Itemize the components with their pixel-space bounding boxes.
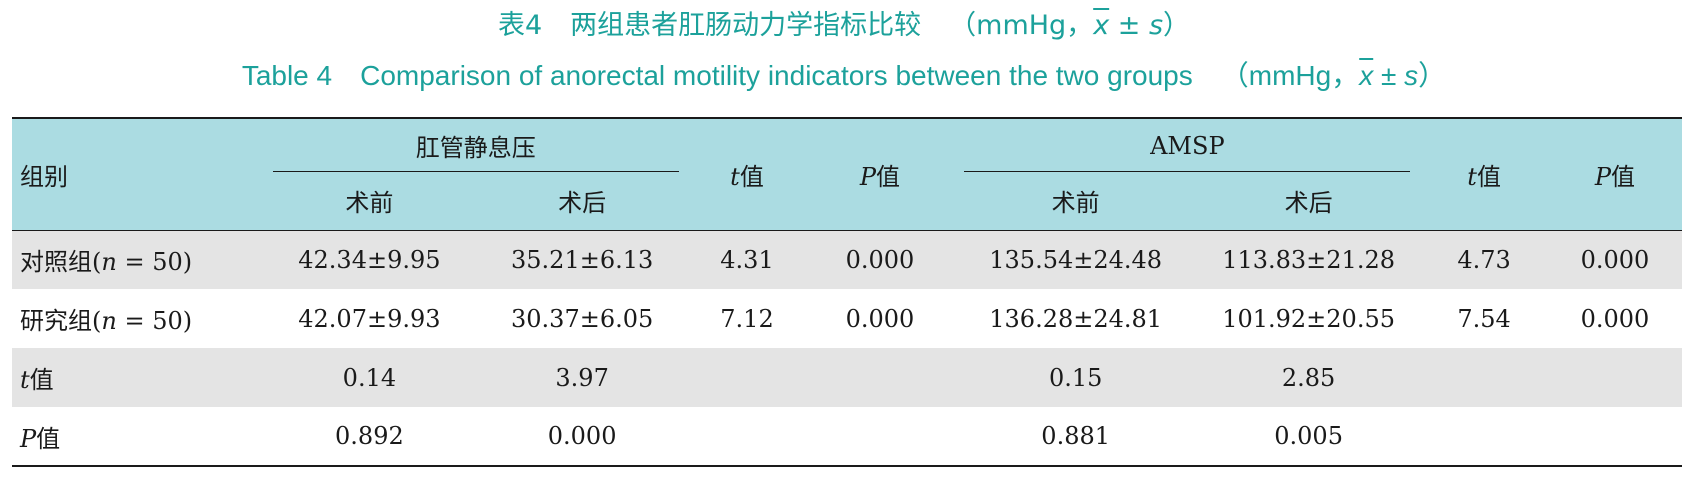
- cell-resting-before: 0.892: [335, 422, 404, 450]
- row-label: t值: [12, 348, 263, 407]
- table-row-t-value: t值 0.14 3.97 0.15 2.85: [12, 348, 1682, 407]
- cell-amsp-before: 0.881: [1041, 422, 1111, 450]
- cell-resting-before: 42.07±9.93: [298, 304, 441, 333]
- title-cn-mean-symbol: x: [1093, 10, 1110, 41]
- cell-amsp-after: 2.85: [1281, 363, 1336, 392]
- header-group: 组别: [20, 162, 68, 191]
- cell-t-value-1: 7.12: [720, 304, 774, 333]
- t-symbol: t: [730, 162, 740, 191]
- header-amsp-label: AMSP: [1150, 131, 1225, 160]
- cell-p-value-1: 0.000: [845, 245, 915, 274]
- table-title-chinese: 表4 两组患者肛肠动力学指标比较 （mmHg，x ± s）: [0, 6, 1688, 46]
- title-en-unit-open: （mmHg，: [1220, 60, 1360, 91]
- row-label-suffix: = 50): [116, 248, 193, 277]
- header-underline: [964, 171, 1411, 172]
- value-suffix: 值: [29, 366, 54, 394]
- empty-cell: [1548, 348, 1682, 407]
- comparison-table-container: 组别 肛管静息压 t值 P值 AMSP t值 P值 术前 术后 术前 术后 对照…: [12, 117, 1682, 467]
- empty-cell: [1420, 348, 1548, 407]
- row-label-suffix: = 50): [116, 307, 193, 335]
- cell-amsp-before: 136.28±24.81: [989, 304, 1163, 333]
- table-title-english: Table 4 Comparison of anorectal motility …: [0, 56, 1688, 96]
- header-anal-resting-pressure-label: 肛管静息压: [415, 134, 536, 162]
- cell-amsp-after: 0.005: [1274, 422, 1343, 450]
- value-suffix: 值: [1476, 162, 1501, 191]
- t-symbol: t: [20, 366, 30, 394]
- p-symbol: P: [859, 162, 877, 191]
- header-amsp: AMSP: [954, 118, 1420, 172]
- title-en-text: Comparison of anorectal motility indicat…: [360, 60, 1193, 91]
- title-en-unit-close: ）: [1418, 60, 1447, 91]
- header-underline: [273, 171, 679, 172]
- header-before-surgery-1: 术前: [345, 189, 394, 218]
- title-en-pm: ±: [1373, 60, 1405, 91]
- empty-cell: [689, 407, 806, 466]
- comparison-table: 组别 肛管静息压 t值 P值 AMSP t值 P值 术前 术后 术前 术后 对照…: [12, 117, 1682, 467]
- cell-p-value-2: 0.000: [1580, 304, 1650, 333]
- table-row-study-group: 研究组(n = 50) 42.07±9.93 30.37±6.05 7.12 0…: [12, 289, 1682, 348]
- title-cn-pm: ±: [1109, 10, 1149, 41]
- cell-p-value-1: 0.000: [845, 304, 915, 333]
- p-symbol: P: [20, 424, 37, 453]
- empty-cell: [1548, 407, 1682, 466]
- p-symbol: P: [1594, 162, 1612, 191]
- empty-cell: [1420, 407, 1548, 466]
- title-cn-sd-symbol: s: [1148, 10, 1164, 41]
- cell-resting-before: 0.14: [342, 363, 397, 392]
- title-en-label: Table 4: [241, 60, 333, 91]
- cell-t-value-1: 4.31: [720, 245, 774, 274]
- header-after-surgery-1: 术后: [558, 189, 607, 218]
- cell-resting-after: 35.21±6.13: [511, 245, 654, 274]
- n-symbol: n: [101, 307, 117, 335]
- header-p-value-1: P值: [806, 118, 955, 230]
- table-header: 组别 肛管静息压 t值 P值 AMSP t值 P值 术前 术后 术前 术后: [12, 118, 1682, 230]
- cell-resting-after: 30.37±6.05: [511, 304, 654, 333]
- cell-amsp-after: 101.92±20.55: [1222, 304, 1395, 333]
- row-label: 对照组(n = 50): [12, 230, 263, 289]
- row-label-prefix: 对照组(: [20, 248, 102, 277]
- cell-resting-before: 42.34±9.95: [298, 245, 441, 274]
- row-label-prefix: 研究组(: [20, 307, 102, 335]
- header-row-1: 组别 肛管静息压 t值 P值 AMSP t值 P值: [12, 118, 1682, 191]
- header-before-surgery-2: 术前: [1051, 189, 1100, 218]
- header-p-value-2: P值: [1548, 118, 1682, 230]
- t-symbol: t: [1467, 162, 1477, 191]
- empty-cell: [806, 348, 955, 407]
- cell-amsp-before: 135.54±24.48: [989, 245, 1163, 274]
- value-suffix: 值: [876, 162, 901, 191]
- title-en-mean-symbol: x: [1359, 60, 1374, 91]
- table-body: 对照组(n = 50) 42.34±9.95 35.21±6.13 4.31 0…: [12, 230, 1682, 466]
- cell-t-value-2: 4.73: [1457, 245, 1511, 274]
- row-label: P值: [12, 407, 263, 466]
- cell-t-value-2: 7.54: [1457, 304, 1511, 333]
- cell-p-value-2: 0.000: [1580, 245, 1650, 274]
- title-en-sd-symbol: s: [1404, 60, 1419, 91]
- title-cn-unit-open: （mmHg，: [949, 10, 1094, 41]
- cell-amsp-after: 113.83±21.28: [1222, 245, 1395, 274]
- header-t-value-2: t值: [1420, 118, 1548, 230]
- header-t-value-1: t值: [689, 118, 806, 230]
- row-label: 研究组(n = 50): [12, 289, 263, 348]
- title-cn-unit-close: ）: [1163, 10, 1191, 41]
- table-row-control-group: 对照组(n = 50) 42.34±9.95 35.21±6.13 4.31 0…: [12, 230, 1682, 289]
- cell-amsp-before: 0.15: [1048, 363, 1103, 392]
- value-suffix: 值: [1611, 162, 1636, 191]
- cell-resting-after: 0.000: [547, 422, 617, 450]
- header-after-surgery-2: 术后: [1284, 189, 1333, 218]
- empty-cell: [806, 407, 955, 466]
- cell-resting-after: 3.97: [555, 363, 609, 392]
- empty-cell: [689, 348, 806, 407]
- title-cn-label: 表4: [497, 10, 543, 41]
- title-cn-text: 两组患者肛肠动力学指标比较: [570, 10, 922, 41]
- value-suffix: 值: [36, 424, 61, 453]
- value-suffix: 值: [739, 162, 764, 191]
- header-anal-resting-pressure: 肛管静息压: [263, 118, 688, 172]
- table-row-p-value: P值 0.892 0.000 0.881 0.005: [12, 407, 1682, 466]
- n-symbol: n: [101, 248, 117, 277]
